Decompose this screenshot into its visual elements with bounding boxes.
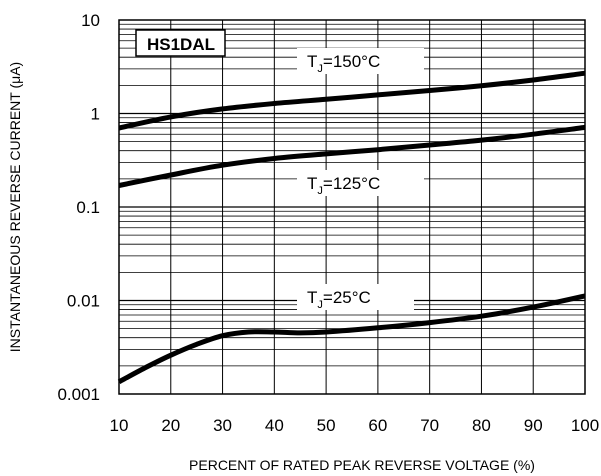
- series-label-0: TJ=150°C: [307, 52, 380, 75]
- device-label-box: [135, 29, 226, 57]
- x-tick-label: 20: [161, 416, 180, 435]
- series-line-1: [118, 124, 586, 188]
- x-axis-title: PERCENT OF RATED PEAK REVERSE VOLTAGE (%…: [189, 457, 535, 473]
- y-axis-title: INSTANTANEOUS REVERSE CURRENT (μA): [7, 62, 23, 352]
- x-tick-label: 90: [524, 416, 543, 435]
- series-label-box: [297, 48, 424, 74]
- x-tick-label: 60: [368, 416, 387, 435]
- x-tick-labels: 10 20 30 40 50 60 70 80 90 100: [110, 416, 600, 435]
- x-tick-label: 30: [213, 416, 232, 435]
- x-tick-label: 80: [472, 416, 491, 435]
- x-tick-label: 10: [110, 416, 129, 435]
- y-tick-labels: 10 1 0.1 0.01 0.001: [57, 11, 100, 404]
- x-tick-label: 70: [420, 416, 439, 435]
- series-line-0: [118, 70, 586, 131]
- x-tick-label: 40: [265, 416, 284, 435]
- x-tick-label: 100: [571, 416, 599, 435]
- y-tick-label: 0.1: [76, 198, 100, 217]
- x-tick-label: 50: [317, 416, 336, 435]
- series-label-1: TJ=125°C: [307, 174, 380, 197]
- series-label-box: [297, 170, 424, 196]
- series-curves: [117, 70, 586, 385]
- series-line-2: [117, 293, 586, 385]
- y-tick-label: 0.001: [57, 385, 100, 404]
- plot-frame: [118, 19, 586, 395]
- series-labels: TJ=150°C TJ=125°C TJ=25°C HS1DAL: [135, 29, 424, 311]
- series-label-2: TJ=25°C: [307, 288, 371, 311]
- y-tick-label: 10: [81, 11, 100, 30]
- device-label: HS1DAL: [147, 35, 215, 54]
- y-tick-label: 0.01: [67, 292, 100, 311]
- y-tick-label: 1: [91, 105, 100, 124]
- series-label-box: [297, 284, 414, 310]
